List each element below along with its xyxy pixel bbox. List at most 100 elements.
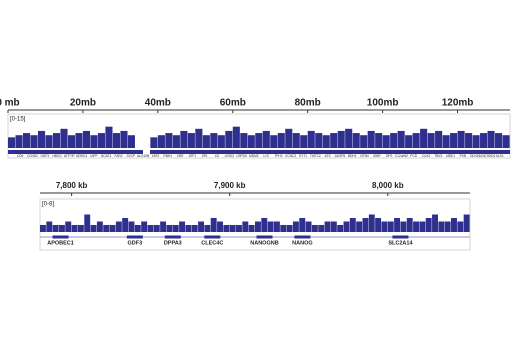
- signal-bar: [40, 225, 46, 232]
- signal-bar: [172, 225, 179, 232]
- gene-label: PXN: [460, 154, 467, 158]
- gene-label: ATF1: [189, 154, 197, 158]
- signal-bar: [337, 225, 344, 232]
- signal-bar: [406, 218, 413, 232]
- signal-bar: [166, 225, 173, 232]
- signal-bar: [46, 221, 53, 232]
- gene-label: CD9: [17, 154, 24, 158]
- signal-bar: [157, 135, 165, 148]
- signal-bar: [277, 133, 285, 148]
- signal-bar: [45, 135, 53, 148]
- signal-bar: [343, 221, 350, 232]
- gene-label: IAPP: [90, 154, 97, 158]
- signal-bar: [330, 221, 337, 232]
- gene-label: TPH2: [274, 154, 282, 158]
- x-tick-label: 120mb: [442, 98, 474, 109]
- signal-bar: [360, 135, 368, 148]
- signal-bar: [97, 133, 106, 148]
- gene-density: [8, 150, 143, 154]
- signal-bar: [120, 130, 128, 148]
- signal-bar: [122, 218, 129, 232]
- x-tick-label: 8,000 kb: [372, 181, 404, 190]
- signal-bar: [292, 133, 300, 148]
- signal-bar: [217, 135, 225, 148]
- track-frame: [7, 113, 511, 159]
- signal-bar: [397, 130, 405, 148]
- signal-bar: [451, 218, 457, 232]
- gene-label: LINC00411: [480, 154, 496, 158]
- gene-label: CUX2: [422, 154, 431, 158]
- gene-label: ULK1: [496, 154, 504, 158]
- signal-bar: [390, 133, 398, 148]
- signal-bar: [37, 130, 46, 148]
- signal-bar: [444, 221, 451, 232]
- signal-bar: [150, 137, 158, 148]
- signal-bar: [270, 135, 278, 148]
- signal-bar: [236, 225, 242, 232]
- signal-bar: [337, 130, 345, 148]
- gene-label: ATS: [325, 154, 331, 158]
- signal-bar: [240, 133, 248, 148]
- signal-bar: [457, 130, 465, 148]
- signal-bar: [210, 218, 217, 232]
- gene-label: CCND2: [27, 154, 38, 158]
- signal-bar: [262, 130, 270, 148]
- signal-bar: [229, 225, 236, 232]
- signal-bar: [195, 128, 203, 148]
- signal-bar: [300, 135, 308, 148]
- signal-bar: [405, 135, 413, 148]
- signal-bar: [67, 135, 76, 148]
- signal-bar: [375, 218, 382, 232]
- gene-label: LYZ: [263, 154, 269, 158]
- signal-bar: [413, 221, 420, 232]
- signal-bar: [322, 135, 330, 148]
- gene-label: PCD: [410, 154, 417, 158]
- signal-bar: [127, 135, 135, 148]
- signal-bar: [198, 221, 205, 232]
- signal-bar: [292, 221, 299, 232]
- signal-bar: [15, 135, 23, 148]
- signal-bar: [457, 221, 464, 232]
- x-tick-label: 100mb: [367, 98, 399, 109]
- gene-label: CLEC4C: [201, 240, 223, 246]
- signal-bar: [420, 128, 428, 148]
- signal-bar: [286, 225, 293, 232]
- gene-label: BDH1: [348, 154, 357, 158]
- signal-bar: [109, 225, 116, 232]
- signal-bar: [115, 221, 122, 232]
- gene-label: TBX3: [434, 154, 442, 158]
- signal-bar: [71, 225, 78, 232]
- gene-label: ATF7IP: [64, 154, 75, 158]
- signal-bar: [442, 135, 450, 148]
- gene-label: DUSP6: [335, 154, 346, 158]
- gene-model: [126, 235, 143, 239]
- signal-bar: [368, 214, 375, 232]
- signal-bar: [273, 221, 280, 232]
- gene-label: GDF3: [128, 240, 143, 246]
- signal-bar: [128, 221, 135, 232]
- signal-bar: [60, 128, 68, 148]
- signal-bar: [315, 133, 323, 148]
- signal-bar: [105, 126, 113, 148]
- gene-label: KCNC2: [285, 154, 296, 158]
- signal-bar: [438, 221, 445, 232]
- gene-model: [392, 235, 409, 239]
- gene-label: LRP1B: [236, 154, 246, 158]
- gene-label: FAR2: [115, 154, 123, 158]
- gene-label: LRIG3: [225, 154, 234, 158]
- signal-bar: [381, 221, 388, 232]
- gene-label: HBXO: [53, 154, 63, 158]
- signal-bar: [362, 218, 369, 232]
- gene-label: NANOG: [292, 240, 312, 246]
- signal-bar: [305, 221, 312, 232]
- signal-bar: [412, 133, 420, 148]
- signal-bar: [172, 135, 180, 148]
- signal-bar: [248, 225, 255, 232]
- gene-label: YAF2: [152, 154, 160, 158]
- gene-label: APOBEC1: [47, 240, 74, 246]
- signal-bar: [232, 126, 240, 148]
- signal-bar: [204, 225, 211, 232]
- signal-bar: [267, 221, 274, 232]
- gene-model: [204, 235, 221, 239]
